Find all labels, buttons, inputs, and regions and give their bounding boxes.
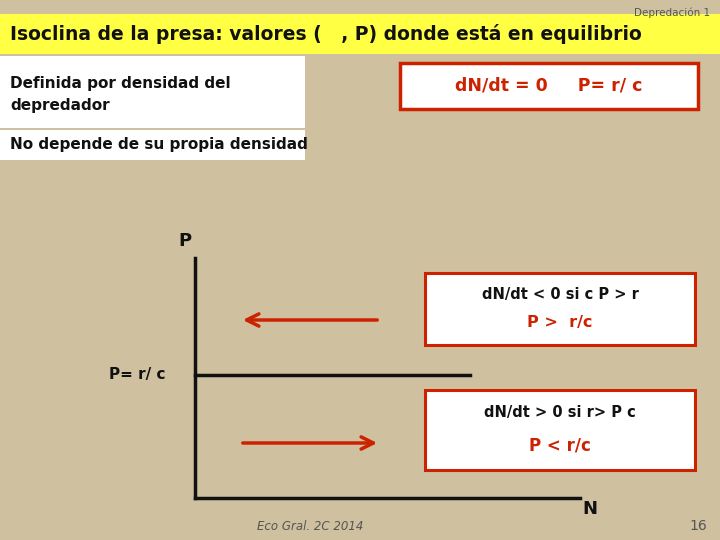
Text: 16: 16 [689, 519, 707, 533]
Text: dN/dt > 0 si r> P c: dN/dt > 0 si r> P c [484, 404, 636, 420]
Text: P >  r/c: P > r/c [527, 315, 593, 330]
Text: N: N [582, 500, 598, 518]
Text: dN/dt < 0 si c P > r: dN/dt < 0 si c P > r [482, 287, 639, 302]
Text: Definida por densidad del: Definida por densidad del [10, 76, 230, 91]
Bar [425, 273, 695, 345]
Text: Eco Gral. 2C 2014: Eco Gral. 2C 2014 [257, 519, 363, 532]
Bar [425, 390, 695, 470]
Text: Isoclina de la presa: valores (   , P) donde está en equilibrio: Isoclina de la presa: valores ( , P) don… [10, 24, 642, 44]
Bar [400, 63, 698, 109]
Bar [0, 14, 720, 54]
Text: Depredación 1: Depredación 1 [634, 8, 710, 18]
Text: P= r/ c: P= r/ c [109, 368, 166, 382]
Text: P: P [179, 232, 192, 250]
Text: No depende de su propia densidad: No depende de su propia densidad [10, 138, 308, 152]
Bar [0, 130, 305, 160]
Text: P < r/c: P < r/c [529, 436, 591, 454]
Text: dN/dt = 0     P= r/ c: dN/dt = 0 P= r/ c [455, 77, 643, 95]
Bar [0, 56, 305, 128]
Text: depredador: depredador [10, 98, 109, 113]
